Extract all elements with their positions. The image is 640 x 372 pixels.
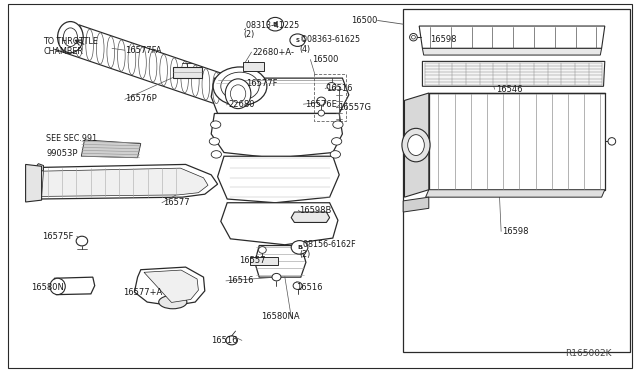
Ellipse shape: [332, 138, 342, 145]
Text: 16580NA: 16580NA: [261, 312, 300, 321]
Ellipse shape: [290, 34, 305, 46]
Polygon shape: [211, 113, 342, 158]
Bar: [243, 62, 264, 71]
Polygon shape: [419, 26, 605, 48]
Polygon shape: [422, 61, 605, 86]
Ellipse shape: [291, 241, 308, 254]
Ellipse shape: [76, 236, 88, 246]
Polygon shape: [250, 257, 278, 265]
Polygon shape: [134, 267, 205, 306]
Ellipse shape: [402, 128, 430, 162]
Text: 16500: 16500: [312, 55, 338, 64]
Bar: [403, 9, 630, 352]
Polygon shape: [38, 164, 218, 199]
Ellipse shape: [221, 72, 259, 100]
Ellipse shape: [225, 79, 251, 109]
Text: 16580N: 16580N: [31, 283, 63, 292]
Polygon shape: [37, 164, 44, 171]
Text: ¸08156-6162F
(2): ¸08156-6162F (2): [300, 240, 356, 259]
Polygon shape: [81, 140, 141, 158]
Polygon shape: [173, 67, 202, 78]
Polygon shape: [144, 270, 198, 302]
Polygon shape: [211, 78, 349, 113]
Polygon shape: [422, 48, 602, 55]
Text: B: B: [297, 245, 302, 250]
Ellipse shape: [267, 17, 284, 31]
Text: 16577+A: 16577+A: [123, 288, 162, 296]
Text: 16576E: 16576E: [305, 100, 337, 109]
Ellipse shape: [230, 85, 246, 103]
Ellipse shape: [330, 151, 340, 158]
Ellipse shape: [58, 22, 83, 53]
Ellipse shape: [50, 278, 65, 295]
Text: 16516: 16516: [296, 283, 322, 292]
Polygon shape: [426, 190, 605, 197]
Text: ©08363-61625
(4): ©08363-61625 (4): [300, 35, 361, 54]
Text: 16575F: 16575F: [42, 232, 73, 241]
Polygon shape: [42, 168, 208, 196]
Ellipse shape: [63, 28, 77, 46]
Ellipse shape: [226, 336, 237, 345]
Text: 99053P: 99053P: [46, 149, 77, 158]
Polygon shape: [291, 212, 330, 222]
Text: R165002K: R165002K: [564, 349, 611, 358]
Text: 16516: 16516: [211, 336, 237, 345]
Ellipse shape: [327, 83, 336, 90]
Ellipse shape: [211, 121, 221, 128]
Text: ¸08313-41225
(2): ¸08313-41225 (2): [243, 20, 300, 39]
Text: SEE SEC.991: SEE SEC.991: [46, 134, 97, 143]
Text: S: S: [296, 38, 300, 43]
Text: 16577F: 16577F: [246, 79, 278, 88]
Text: TO THROTTLE
CHAMBER: TO THROTTLE CHAMBER: [44, 37, 99, 56]
Text: 16576P: 16576P: [125, 94, 157, 103]
Polygon shape: [403, 197, 429, 212]
Ellipse shape: [333, 121, 343, 128]
Text: 16516: 16516: [326, 84, 353, 93]
Text: 16516: 16516: [227, 276, 253, 285]
Ellipse shape: [408, 135, 424, 155]
Ellipse shape: [272, 273, 281, 281]
Ellipse shape: [209, 138, 220, 145]
Ellipse shape: [213, 67, 267, 106]
Polygon shape: [404, 93, 429, 197]
Ellipse shape: [317, 97, 326, 105]
Text: 16557: 16557: [239, 256, 265, 265]
Ellipse shape: [318, 110, 324, 116]
Ellipse shape: [293, 282, 302, 289]
Text: 16546: 16546: [496, 85, 522, 94]
Text: 16500: 16500: [351, 16, 377, 25]
Ellipse shape: [211, 151, 221, 158]
Text: 16577: 16577: [163, 198, 190, 207]
Ellipse shape: [410, 33, 417, 41]
Text: 22680: 22680: [228, 100, 255, 109]
Text: 16598: 16598: [502, 227, 529, 236]
Ellipse shape: [159, 295, 187, 309]
Polygon shape: [52, 277, 95, 295]
Polygon shape: [221, 203, 338, 245]
Text: 16577FA: 16577FA: [125, 46, 161, 55]
Polygon shape: [429, 93, 605, 190]
Ellipse shape: [412, 35, 415, 39]
Ellipse shape: [608, 138, 616, 145]
Polygon shape: [218, 156, 339, 203]
Polygon shape: [26, 164, 42, 202]
Text: 22680+A-: 22680+A-: [253, 48, 295, 57]
Text: 16557G: 16557G: [338, 103, 371, 112]
Ellipse shape: [259, 247, 266, 253]
Text: B: B: [273, 22, 278, 27]
Text: 16598: 16598: [430, 35, 456, 44]
Text: 16598B: 16598B: [300, 206, 332, 215]
Polygon shape: [255, 246, 306, 277]
